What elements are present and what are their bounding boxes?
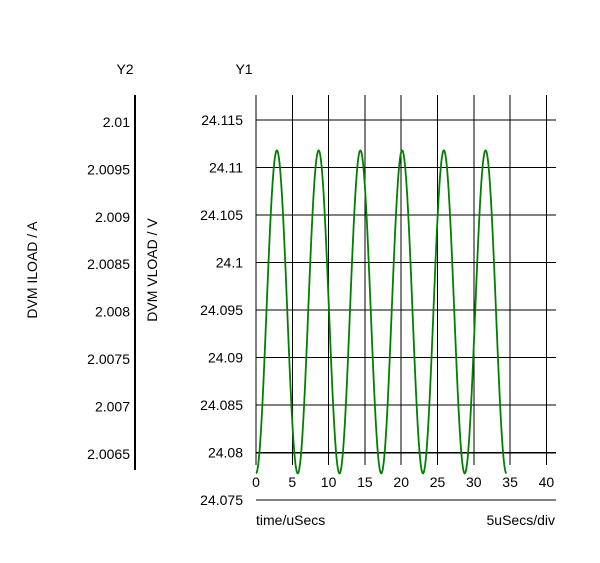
y1-tick-label: 24.115 <box>201 112 243 128</box>
x-tick-label: 0 <box>252 474 260 490</box>
y1-tick-label: 24.1 <box>216 255 243 271</box>
y1-axis-title: Y1 <box>235 61 252 77</box>
y1-tick-label: 24.08 <box>208 445 243 461</box>
y2-tick-label: 2.0085 <box>87 256 130 272</box>
y1-tick-label: 24.075 <box>200 492 243 508</box>
y2-axis-title: Y2 <box>116 61 133 77</box>
y1-tick-label: 24.11 <box>209 160 243 176</box>
y2-tick-label: 2.0065 <box>87 446 130 462</box>
x-tick-label: 35 <box>502 474 518 490</box>
x-tick-labels: 0 5 10 15 20 25 30 35 40 <box>252 474 554 490</box>
y1-tick-label: 24.095 <box>200 302 243 318</box>
x-tick-label: 5 <box>288 474 296 490</box>
y2-tick-label: 2.009 <box>95 209 130 225</box>
y2-tick-label: 2.008 <box>95 304 130 320</box>
y1-tick-label: 24.105 <box>200 207 243 223</box>
y1-axis-label: DVM VLOAD / V <box>144 218 160 322</box>
x-tick-label: 20 <box>393 474 409 490</box>
x-tick-label: 15 <box>357 474 373 490</box>
x-axis-label: time/uSecs <box>256 512 325 528</box>
y2-tick-label: 2.0095 <box>87 161 130 177</box>
y2-tick-label: 2.007 <box>95 398 130 414</box>
y1-tick-labels: 24.115 24.11 24.105 24.1 24.095 24.09 24.085 24… <box>200 112 243 508</box>
y2-tick-labels: 2.01 2.0095 2.009 2.0085 2.008 2.0075 2.007 2.0… <box>87 114 130 462</box>
y1-tick-label: 24.085 <box>200 397 243 413</box>
x-scale-label: 5uSecs/div <box>487 512 555 528</box>
y2-tick-label: 2.0075 <box>87 351 130 367</box>
series-line <box>255 149 507 475</box>
x-tick-label: 25 <box>430 474 446 490</box>
y2-axis-label: DVM ILOAD / A <box>24 221 40 319</box>
x-tick-label: 10 <box>321 474 337 490</box>
y2-tick-label: 2.01 <box>103 114 130 130</box>
y1-tick-label: 24.09 <box>208 350 243 366</box>
plot-grid <box>255 95 556 501</box>
x-tick-label: 40 <box>539 474 555 490</box>
x-tick-label: 30 <box>466 474 482 490</box>
